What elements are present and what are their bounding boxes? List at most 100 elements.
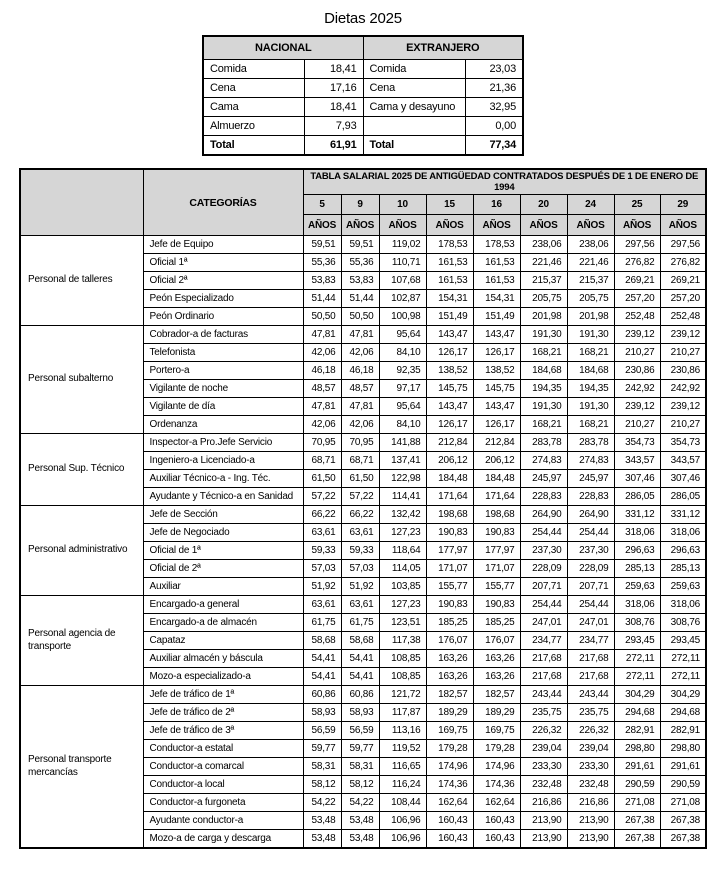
table-row: Oficial 1ª 55,36 55,36 110,71 161,53 161,53 22… — [20, 253, 707, 272]
dietas-nacional-value: 18,41 — [304, 59, 364, 79]
category-cell: Cobrador-a de facturas — [142, 325, 304, 344]
value-cell: 237,30 — [519, 541, 568, 560]
value-cell: 151,49 — [472, 307, 521, 326]
value-cell: 59,77 — [340, 739, 380, 758]
value-cell: 138,52 — [425, 361, 474, 380]
category-cell: Peón Especializado — [142, 289, 304, 308]
value-cell: 55,36 — [340, 253, 380, 272]
value-cell: 228,09 — [519, 559, 568, 578]
value-cell: 264,90 — [566, 505, 615, 524]
value-cell: 290,59 — [613, 775, 661, 794]
value-cell: 53,48 — [302, 811, 342, 830]
dietas-extranjero-value: 23,03 — [464, 59, 524, 79]
value-cell: 58,31 — [340, 757, 380, 776]
value-cell: 169,75 — [425, 721, 474, 740]
value-cell: 226,32 — [519, 721, 568, 740]
value-cell: 174,96 — [472, 757, 521, 776]
value-cell: 177,97 — [425, 541, 474, 560]
value-cell: 206,12 — [472, 451, 521, 470]
dietas-nacional-value: 18,41 — [304, 97, 364, 117]
value-cell: 234,77 — [519, 631, 568, 650]
value-cell: 151,49 — [425, 307, 474, 326]
category-cell: Jefe de tráfico de 3ª — [142, 721, 304, 740]
value-cell: 296,63 — [613, 541, 661, 560]
table-row: Auxiliar almacén y báscula 54,41 54,41 108,… — [20, 649, 707, 668]
value-cell: 276,82 — [613, 253, 661, 272]
value-cell: 294,68 — [613, 703, 661, 722]
table-row: Capataz 58,68 58,68 117,38 176,07 176,07 234,7… — [20, 631, 707, 650]
value-cell: 304,29 — [659, 685, 707, 704]
value-cell: 242,92 — [659, 379, 707, 398]
value-cell: 190,83 — [425, 595, 474, 614]
value-cell: 168,21 — [519, 415, 568, 434]
value-cell: 53,48 — [340, 829, 380, 849]
group-cell: Personal agencia de transporte — [19, 595, 144, 686]
value-cell: 198,68 — [472, 505, 521, 524]
value-cell: 189,29 — [472, 703, 521, 722]
value-cell: 235,75 — [566, 703, 615, 722]
value-cell: 179,28 — [425, 739, 474, 758]
value-cell: 48,57 — [302, 379, 342, 398]
value-cell: 238,06 — [566, 235, 615, 254]
value-cell: 239,04 — [519, 739, 568, 758]
value-cell: 331,12 — [613, 505, 661, 524]
value-cell: 254,44 — [519, 595, 568, 614]
category-cell: Inspector-a Pro.Jefe Servicio — [142, 433, 304, 452]
value-cell: 182,57 — [472, 685, 521, 704]
salary-header-title-row: CATEGORÍAS TABLA SALARIAL 2025 DE ANTIGÜ… — [19, 168, 707, 236]
value-cell: 160,43 — [472, 811, 521, 830]
value-cell: 304,29 — [613, 685, 661, 704]
value-cell: 57,22 — [340, 487, 380, 506]
value-cell: 221,46 — [519, 253, 568, 272]
value-cell: 56,59 — [340, 721, 380, 740]
value-cell: 51,92 — [302, 577, 342, 596]
value-cell: 254,44 — [566, 523, 615, 542]
value-cell: 184,48 — [425, 469, 474, 488]
value-cell: 271,08 — [659, 793, 707, 812]
value-cell: 161,53 — [472, 271, 521, 290]
year-unit-header: AÑOS — [425, 214, 474, 236]
value-cell: 318,06 — [659, 595, 707, 614]
value-cell: 168,21 — [519, 343, 568, 362]
table-row: Oficial de 1ª 59,33 59,33 118,64 177,97 177,9… — [20, 541, 707, 560]
value-cell: 201,98 — [566, 307, 615, 326]
value-cell: 232,48 — [566, 775, 615, 794]
year-value-header: 9 — [340, 194, 380, 215]
value-cell: 53,48 — [340, 811, 380, 830]
value-cell: 106,96 — [378, 811, 427, 830]
dietas-nacional-total-label: Total — [202, 135, 306, 156]
value-cell: 242,92 — [613, 379, 661, 398]
value-cell: 119,02 — [378, 235, 427, 254]
group-cell: Personal administrativo — [19, 505, 144, 596]
value-cell: 283,78 — [566, 433, 615, 452]
table-row: Personal de talleres Jefe de Equipo 59,51 5… — [19, 235, 707, 326]
value-cell: 58,93 — [302, 703, 342, 722]
value-cell: 210,27 — [659, 415, 707, 434]
dietas-extranjero-value: 0,00 — [464, 116, 524, 136]
value-cell: 143,47 — [425, 325, 474, 344]
value-cell: 51,44 — [340, 289, 380, 308]
value-cell: 66,22 — [302, 505, 342, 524]
category-cell: Jefe de Sección — [142, 505, 304, 524]
value-cell: 61,75 — [302, 613, 342, 632]
value-cell: 234,77 — [566, 631, 615, 650]
value-cell: 126,17 — [472, 415, 521, 434]
value-cell: 59,77 — [302, 739, 342, 758]
year-unit-header: AÑOS — [302, 214, 342, 236]
value-cell: 297,56 — [613, 235, 661, 254]
table-row: Personal transporte mercancías Jefe de tr… — [19, 685, 707, 849]
dietas-row: Comida 18,41 Comida 23,03 — [202, 59, 524, 79]
value-cell: 291,61 — [659, 757, 707, 776]
value-cell: 171,07 — [472, 559, 521, 578]
value-cell: 63,61 — [340, 595, 380, 614]
value-cell: 48,57 — [340, 379, 380, 398]
value-cell: 283,78 — [519, 433, 568, 452]
value-cell: 217,68 — [519, 649, 568, 668]
value-cell: 194,35 — [519, 379, 568, 398]
value-cell: 58,12 — [340, 775, 380, 794]
value-cell: 217,68 — [566, 649, 615, 668]
value-cell: 271,08 — [613, 793, 661, 812]
table-row: Personal agencia de transporte Encargado-… — [19, 595, 707, 686]
value-cell: 68,71 — [340, 451, 380, 470]
table-row: Personal administrativo Jefe de Sección 66… — [19, 505, 707, 596]
